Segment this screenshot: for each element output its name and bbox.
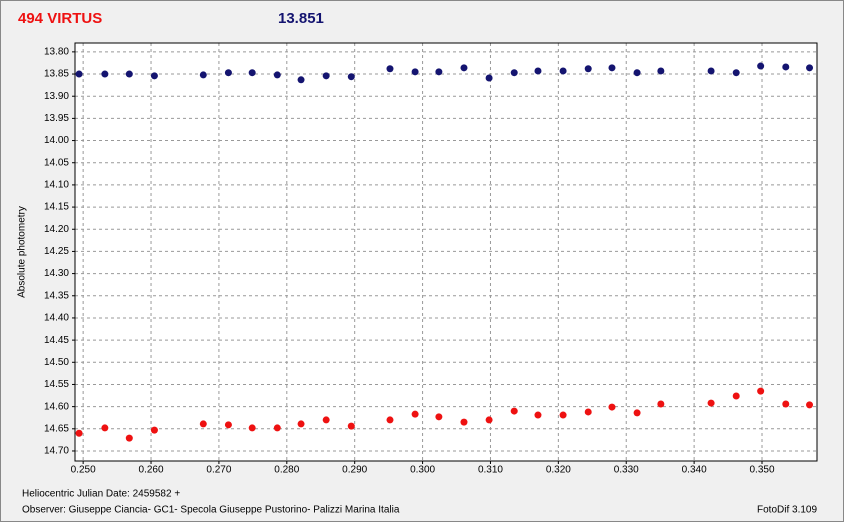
y-tick-label: 14.45: [44, 335, 69, 346]
plot-border: [74, 42, 818, 462]
data-point: [732, 392, 740, 400]
data-point: [224, 69, 232, 77]
x-axis-label: Heliocentric Julian Date: 2459582 +: [22, 489, 180, 500]
data-point: [125, 434, 133, 442]
y-tick-label: 14.40: [44, 313, 69, 324]
y-tick-label: 14.20: [44, 224, 69, 235]
data-point: [633, 69, 641, 77]
data-point: [485, 74, 493, 82]
y-tick-label: 14.35: [44, 290, 69, 301]
x-tick-label: 0.280: [274, 465, 299, 476]
x-tick-label: 0.290: [342, 465, 367, 476]
data-point: [273, 424, 281, 432]
data-point: [75, 429, 83, 437]
data-point: [633, 409, 641, 417]
data-point: [150, 426, 158, 434]
data-point: [411, 410, 419, 418]
data-point: [101, 70, 109, 78]
data-point: [248, 69, 256, 77]
x-tick-label: 0.270: [206, 465, 231, 476]
y-tick-label: 14.60: [44, 401, 69, 412]
data-point: [248, 424, 256, 432]
y-tick-label: 14.55: [44, 379, 69, 390]
data-point: [608, 64, 616, 72]
data-point: [386, 65, 394, 73]
data-point: [707, 67, 715, 75]
y-tick-label: 14.70: [44, 446, 69, 457]
data-point: [782, 400, 790, 408]
data-point: [584, 65, 592, 73]
data-point: [224, 421, 232, 429]
data-point: [386, 416, 394, 424]
plot-area: [75, 43, 817, 461]
y-tick-label: 13.80: [44, 47, 69, 58]
data-point: [347, 73, 355, 81]
data-point: [657, 67, 665, 75]
x-tick-label: 0.350: [749, 465, 774, 476]
data-point: [757, 62, 765, 70]
x-tick-label: 0.330: [614, 465, 639, 476]
data-point: [510, 407, 518, 415]
data-point: [150, 72, 158, 80]
observer: Observer: Giuseppe Ciancia- GC1- Specola…: [22, 505, 400, 516]
chart-subtitle: 13.851: [278, 10, 324, 27]
data-point: [411, 68, 419, 76]
data-point: [559, 67, 567, 75]
x-tick-label: 0.260: [139, 465, 164, 476]
data-point: [460, 64, 468, 72]
data-point: [732, 69, 740, 77]
data-point: [435, 413, 443, 421]
y-tick-label: 14.10: [44, 180, 69, 191]
data-point: [297, 76, 305, 84]
data-point: [75, 70, 83, 78]
data-point: [782, 63, 790, 71]
y-tick-label: 13.95: [44, 113, 69, 124]
data-point: [273, 71, 281, 79]
y-tick-label: 14.65: [44, 423, 69, 434]
data-point: [199, 71, 207, 79]
chart-title: 494 VIRTUS: [18, 10, 102, 27]
data-point: [534, 67, 542, 75]
data-point: [657, 400, 665, 408]
data-point: [757, 387, 765, 395]
y-tick-label: 13.85: [44, 69, 69, 80]
data-point: [608, 403, 616, 411]
data-point: [584, 408, 592, 416]
data-point: [347, 422, 355, 430]
data-point: [322, 72, 330, 80]
y-tick-label: 14.05: [44, 157, 69, 168]
x-tick-label: 0.250: [71, 465, 96, 476]
data-point: [322, 416, 330, 424]
data-point: [534, 411, 542, 419]
y-tick-label: 14.15: [44, 202, 69, 213]
y-tick-label: 14.25: [44, 246, 69, 257]
x-tick-label: 0.320: [546, 465, 571, 476]
data-point: [806, 401, 814, 409]
data-point: [101, 424, 109, 432]
y-tick-label: 13.90: [44, 91, 69, 102]
data-point: [559, 411, 567, 419]
data-point: [485, 416, 493, 424]
data-point: [125, 70, 133, 78]
y-axis-label: Absolute photometry: [17, 206, 28, 298]
x-tick-label: 0.340: [682, 465, 707, 476]
y-tick-label: 14.30: [44, 268, 69, 279]
data-point: [806, 64, 814, 72]
x-tick-label: 0.310: [478, 465, 503, 476]
data-point: [707, 399, 715, 407]
software: FotoDif 3.109: [757, 505, 817, 516]
data-point: [297, 420, 305, 428]
data-point: [199, 420, 207, 428]
y-tick-label: 14.00: [44, 135, 69, 146]
data-point: [460, 418, 468, 426]
data-point: [435, 68, 443, 76]
data-point: [510, 69, 518, 77]
x-tick-label: 0.300: [410, 465, 435, 476]
y-tick-label: 14.50: [44, 357, 69, 368]
